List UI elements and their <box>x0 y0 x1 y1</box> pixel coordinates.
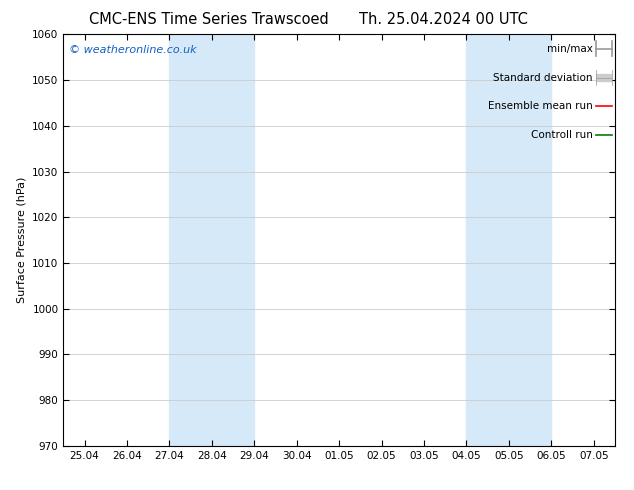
Text: min/max: min/max <box>547 44 593 54</box>
Text: Th. 25.04.2024 00 UTC: Th. 25.04.2024 00 UTC <box>359 12 528 27</box>
Bar <box>169 34 254 446</box>
Text: Controll run: Controll run <box>531 130 593 140</box>
Bar <box>467 34 552 446</box>
Text: Standard deviation: Standard deviation <box>493 73 593 82</box>
Y-axis label: Surface Pressure (hPa): Surface Pressure (hPa) <box>16 177 27 303</box>
Text: © weatheronline.co.uk: © weatheronline.co.uk <box>69 45 197 54</box>
Text: CMC-ENS Time Series Trawscoed: CMC-ENS Time Series Trawscoed <box>89 12 329 27</box>
Text: Ensemble mean run: Ensemble mean run <box>488 101 593 111</box>
